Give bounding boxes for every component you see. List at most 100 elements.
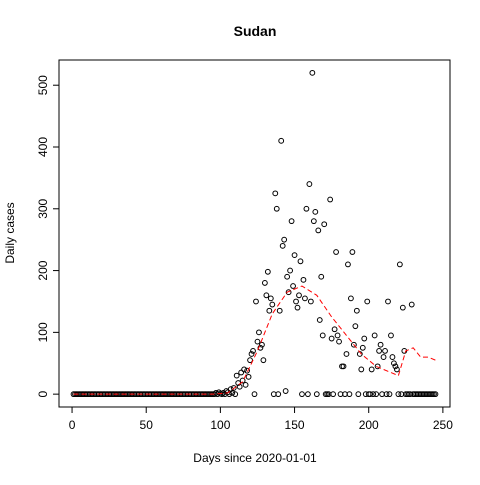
point bbox=[316, 317, 323, 323]
point bbox=[253, 298, 259, 305]
point bbox=[254, 338, 261, 345]
point bbox=[279, 242, 286, 249]
point bbox=[389, 354, 396, 360]
point bbox=[373, 391, 380, 398]
point bbox=[377, 341, 384, 348]
point bbox=[284, 273, 291, 280]
point bbox=[315, 227, 322, 234]
point bbox=[273, 205, 280, 212]
point bbox=[261, 280, 268, 286]
point bbox=[264, 268, 271, 275]
point bbox=[239, 377, 246, 384]
x-axis-label: Days since 2020-01-01 bbox=[193, 451, 317, 465]
point bbox=[383, 391, 390, 398]
point bbox=[346, 391, 353, 398]
x-tick-label: 50 bbox=[140, 418, 154, 432]
point bbox=[386, 391, 393, 398]
point bbox=[296, 292, 302, 299]
point bbox=[259, 341, 265, 348]
point bbox=[293, 298, 299, 305]
point bbox=[248, 351, 255, 357]
point bbox=[399, 304, 406, 311]
point bbox=[247, 357, 253, 364]
point bbox=[256, 329, 262, 336]
point bbox=[290, 283, 296, 289]
point bbox=[281, 236, 288, 243]
point bbox=[364, 298, 371, 305]
point bbox=[260, 357, 267, 364]
point bbox=[275, 391, 282, 398]
point bbox=[408, 301, 415, 308]
point bbox=[233, 372, 240, 379]
point bbox=[348, 295, 354, 302]
point bbox=[370, 391, 377, 398]
point bbox=[269, 301, 276, 308]
point bbox=[218, 391, 225, 398]
point bbox=[321, 221, 328, 228]
point bbox=[382, 347, 388, 354]
point bbox=[299, 391, 305, 398]
point bbox=[278, 137, 285, 144]
y-tick-label: 500 bbox=[36, 75, 50, 95]
y-tick-label: 100 bbox=[36, 322, 50, 342]
point bbox=[302, 295, 308, 302]
point bbox=[310, 218, 317, 225]
point bbox=[307, 298, 314, 305]
x-tick-label: 250 bbox=[433, 418, 453, 432]
point bbox=[331, 326, 338, 333]
point bbox=[340, 363, 347, 370]
point bbox=[238, 369, 245, 376]
point bbox=[318, 273, 325, 280]
point bbox=[393, 366, 400, 373]
point bbox=[300, 276, 307, 283]
x-tick-label: 200 bbox=[359, 418, 379, 432]
point bbox=[250, 347, 256, 354]
point bbox=[313, 391, 320, 398]
point bbox=[276, 307, 283, 314]
point bbox=[345, 261, 351, 268]
point bbox=[374, 363, 381, 370]
point bbox=[251, 391, 258, 398]
point bbox=[336, 338, 342, 345]
point bbox=[371, 332, 378, 339]
point bbox=[358, 366, 365, 373]
point bbox=[350, 341, 357, 348]
point bbox=[241, 366, 248, 373]
point bbox=[263, 292, 270, 299]
point bbox=[257, 344, 264, 351]
point bbox=[334, 332, 341, 339]
point bbox=[319, 332, 326, 339]
point bbox=[328, 335, 335, 342]
point bbox=[309, 69, 316, 76]
y-tick-label: 200 bbox=[36, 260, 50, 280]
point bbox=[327, 196, 334, 203]
point bbox=[304, 391, 311, 398]
point bbox=[230, 385, 237, 391]
x-tick-label: 150 bbox=[285, 418, 305, 432]
point bbox=[242, 381, 249, 388]
point bbox=[285, 289, 292, 296]
point bbox=[266, 307, 273, 314]
point bbox=[244, 367, 250, 374]
point bbox=[330, 391, 337, 398]
point bbox=[297, 258, 304, 265]
point bbox=[303, 205, 310, 212]
point bbox=[392, 363, 399, 370]
point bbox=[333, 249, 339, 255]
point bbox=[361, 335, 368, 342]
point bbox=[291, 252, 298, 259]
point bbox=[282, 388, 289, 394]
point bbox=[396, 261, 403, 268]
point bbox=[380, 354, 387, 360]
point bbox=[306, 181, 313, 187]
point bbox=[343, 351, 350, 357]
point bbox=[312, 208, 319, 215]
point bbox=[388, 332, 394, 339]
smooth-line bbox=[73, 285, 436, 395]
chart-title: Sudan bbox=[234, 23, 277, 39]
y-tick-label: 0 bbox=[36, 390, 50, 397]
point bbox=[432, 391, 439, 398]
point bbox=[288, 218, 295, 225]
point bbox=[232, 391, 239, 398]
